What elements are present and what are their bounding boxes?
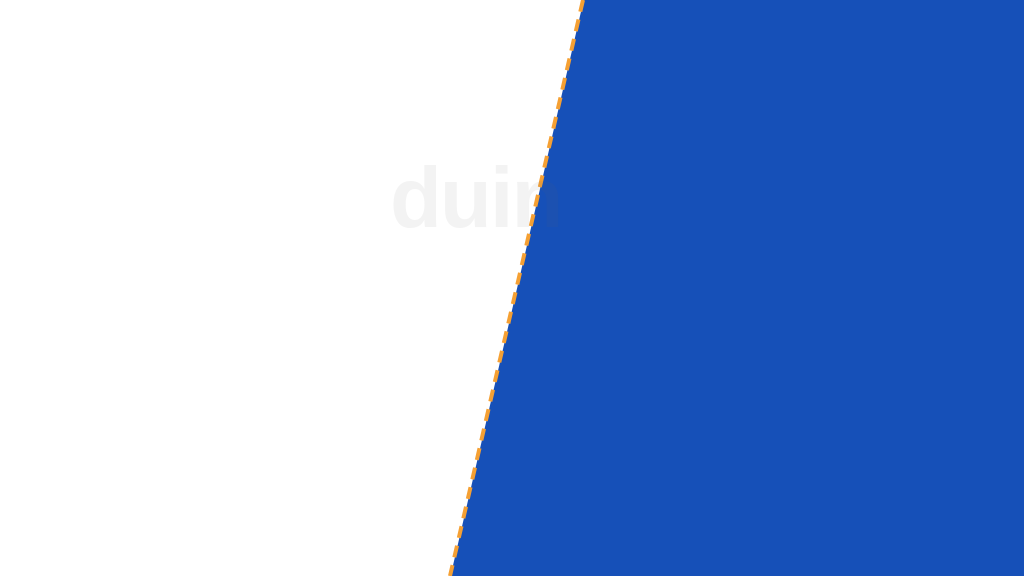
infographic-container: Main Something that is primary, principa… — [0, 0, 1024, 576]
